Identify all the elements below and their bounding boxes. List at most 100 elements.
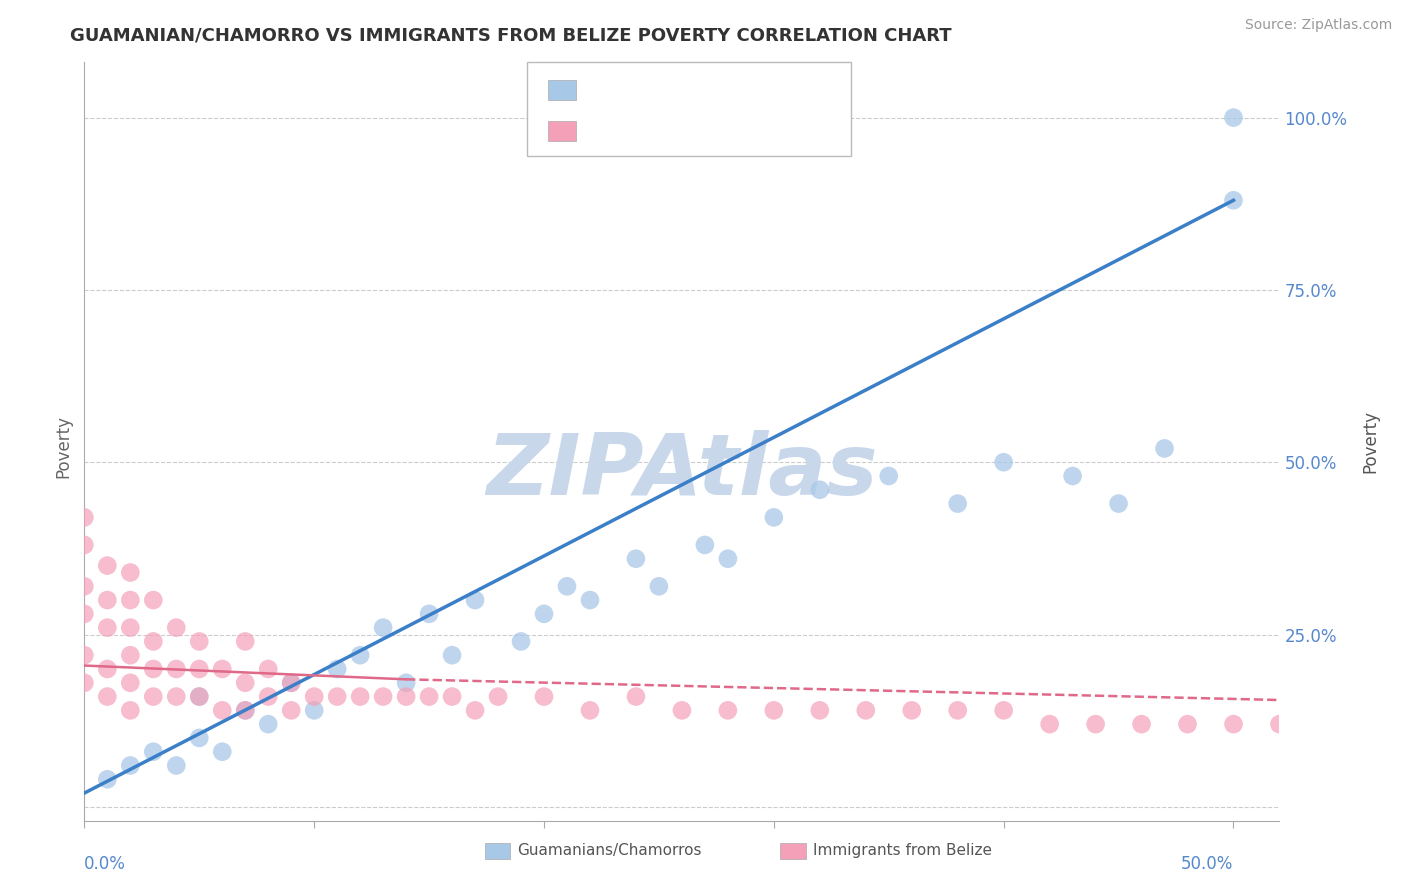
- Point: [486, 690, 509, 704]
- Point: [257, 690, 280, 704]
- Point: [120, 703, 142, 717]
- Point: [624, 690, 647, 704]
- Point: [464, 593, 486, 607]
- Text: R =: R =: [585, 83, 630, 97]
- Point: [900, 703, 922, 717]
- Point: [257, 662, 280, 676]
- Point: [188, 731, 211, 745]
- Point: [96, 662, 118, 676]
- Point: [142, 634, 165, 648]
- Text: N = 36: N = 36: [679, 83, 752, 97]
- Point: [441, 648, 464, 663]
- Text: R =  0.779   N = 36: R = 0.779 N = 36: [585, 83, 758, 97]
- Point: [120, 648, 142, 663]
- Text: 0.0%: 0.0%: [84, 855, 127, 873]
- Point: [946, 703, 969, 717]
- Text: R =: R =: [585, 124, 621, 138]
- Point: [993, 703, 1015, 717]
- Point: [142, 593, 165, 607]
- Point: [73, 579, 96, 593]
- Point: [808, 703, 831, 717]
- Point: [993, 455, 1015, 469]
- Point: [233, 703, 256, 717]
- Point: [302, 703, 325, 717]
- Point: [1222, 194, 1244, 208]
- Point: [555, 579, 578, 593]
- Point: [73, 538, 96, 552]
- Point: [579, 703, 602, 717]
- Text: -0.017: -0.017: [620, 124, 675, 138]
- Point: [165, 621, 187, 635]
- Point: [165, 690, 187, 704]
- Point: [120, 675, 142, 690]
- Point: [418, 607, 440, 621]
- Text: GUAMANIAN/CHAMORRO VS IMMIGRANTS FROM BELIZE POVERTY CORRELATION CHART: GUAMANIAN/CHAMORRO VS IMMIGRANTS FROM BE…: [70, 27, 952, 45]
- Point: [624, 551, 647, 566]
- Point: [1130, 717, 1153, 731]
- Point: [395, 675, 418, 690]
- Point: [762, 510, 785, 524]
- Point: [1039, 717, 1062, 731]
- Point: [1177, 717, 1199, 731]
- Point: [73, 607, 96, 621]
- Point: [257, 717, 280, 731]
- Point: [464, 703, 486, 717]
- Point: [946, 497, 969, 511]
- Point: [280, 675, 302, 690]
- Point: [373, 621, 395, 635]
- Point: [96, 593, 118, 607]
- Point: [1360, 717, 1382, 731]
- Text: 0.779: 0.779: [630, 83, 675, 97]
- Point: [1084, 717, 1107, 731]
- Text: ZIPAtlas: ZIPAtlas: [486, 430, 877, 514]
- Point: [120, 566, 142, 580]
- Point: [1062, 469, 1084, 483]
- Point: [280, 703, 302, 717]
- Point: [533, 607, 555, 621]
- Point: [233, 675, 256, 690]
- Text: Source: ZipAtlas.com: Source: ZipAtlas.com: [1244, 18, 1392, 32]
- Point: [188, 690, 211, 704]
- Point: [188, 690, 211, 704]
- Point: [648, 579, 671, 593]
- Point: [1268, 717, 1291, 731]
- Point: [349, 648, 371, 663]
- Point: [280, 675, 302, 690]
- Text: Poverty: Poverty: [55, 415, 72, 477]
- Point: [211, 662, 233, 676]
- Point: [1222, 717, 1244, 731]
- Point: [1108, 497, 1130, 511]
- Point: [855, 703, 877, 717]
- Point: [349, 690, 371, 704]
- Point: [1315, 717, 1337, 731]
- Point: [395, 690, 418, 704]
- Point: [188, 634, 211, 648]
- Text: Immigrants from Belize: Immigrants from Belize: [813, 844, 991, 858]
- Point: [96, 772, 118, 787]
- Point: [326, 690, 349, 704]
- Point: [717, 551, 740, 566]
- Point: [762, 703, 785, 717]
- Point: [671, 703, 693, 717]
- Point: [142, 662, 165, 676]
- Point: [96, 621, 118, 635]
- Point: [233, 703, 256, 717]
- Point: [73, 675, 96, 690]
- Point: [693, 538, 716, 552]
- Point: [96, 690, 118, 704]
- Point: [441, 690, 464, 704]
- Point: [73, 510, 96, 524]
- Point: [326, 662, 349, 676]
- Point: [165, 758, 187, 772]
- Point: [418, 690, 440, 704]
- Point: [120, 621, 142, 635]
- Point: [373, 690, 395, 704]
- Point: [142, 745, 165, 759]
- Point: [579, 593, 602, 607]
- Point: [302, 690, 325, 704]
- Point: [877, 469, 900, 483]
- Point: [165, 662, 187, 676]
- Point: [142, 690, 165, 704]
- Point: [188, 662, 211, 676]
- Y-axis label: Poverty: Poverty: [1361, 410, 1379, 473]
